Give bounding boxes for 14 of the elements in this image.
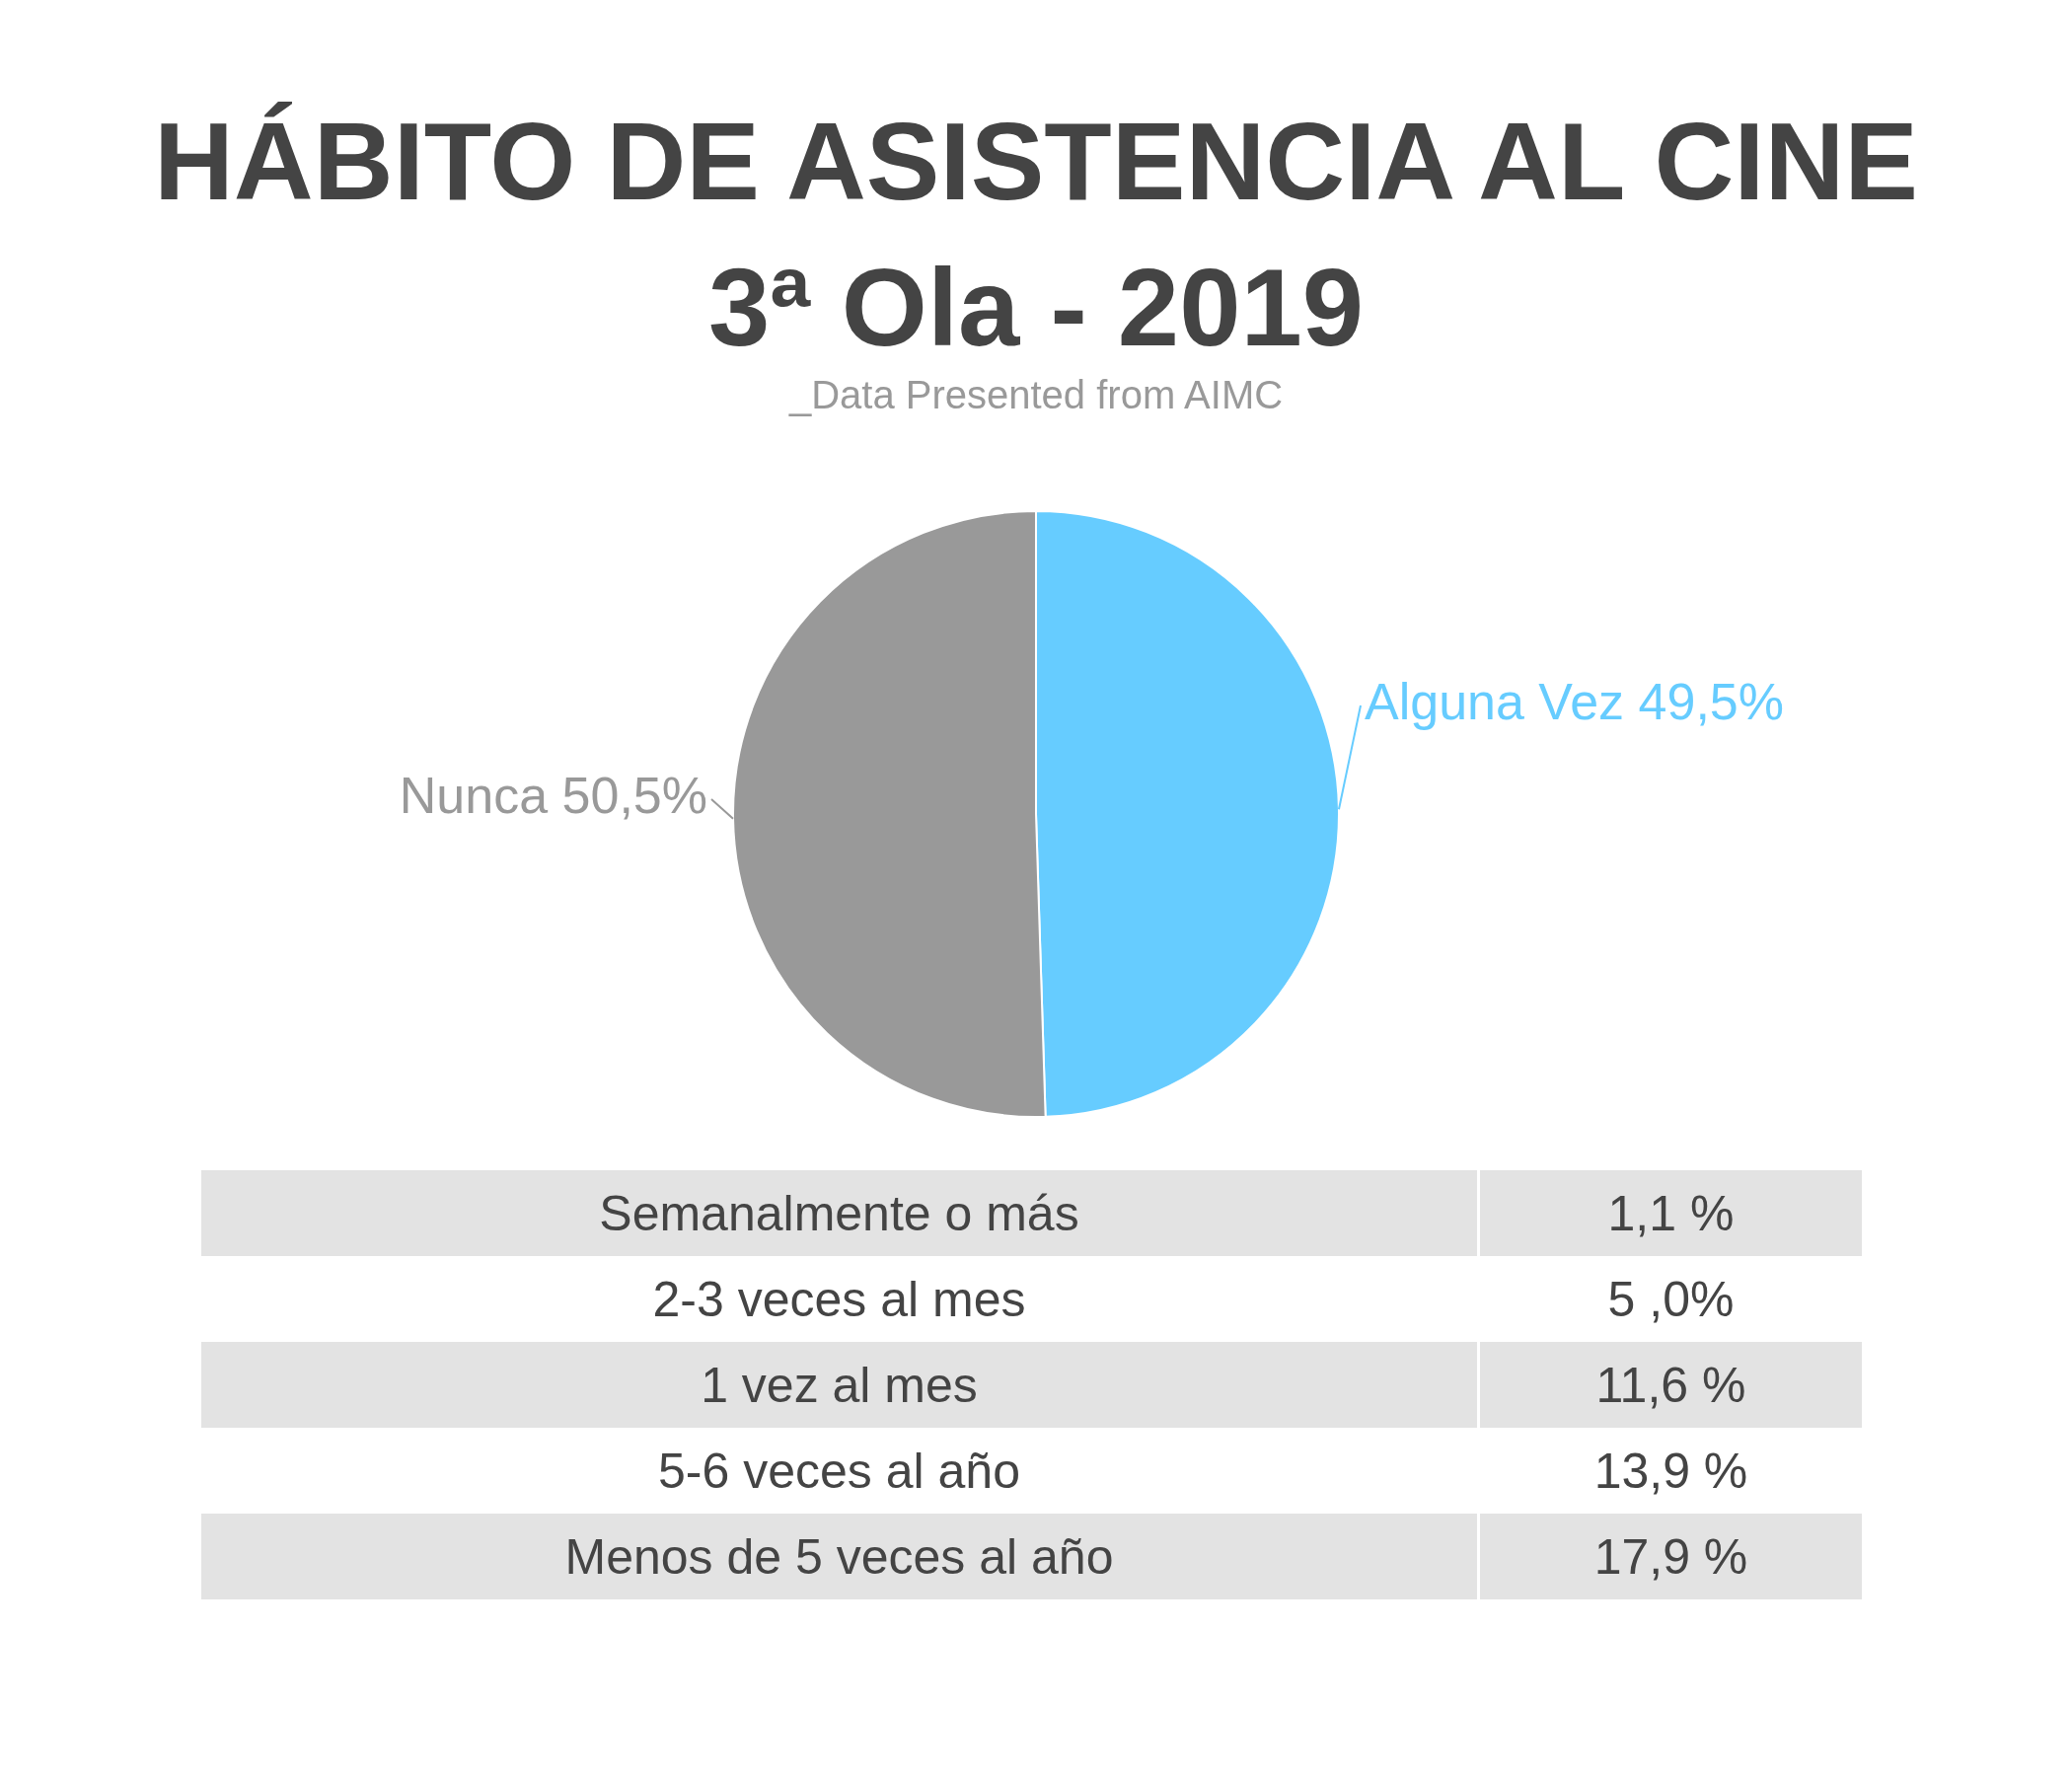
text: 17,9 %	[1593, 1528, 1748, 1585]
chart-subtitle: _Data Presented from AIMC	[787, 373, 1285, 417]
category-label: 5-6 veces al año	[201, 1428, 1479, 1514]
category-label: 2-3 veces al mes	[201, 1256, 1479, 1342]
slice-label: Nunca 50,5%	[399, 767, 707, 825]
text: 11,6 %	[1595, 1357, 1746, 1413]
text: 5 ,0%	[1607, 1271, 1735, 1327]
text: 13,9 %	[1593, 1443, 1748, 1499]
category-label: 1 vez al mes	[201, 1342, 1479, 1428]
text: 1,1 %	[1607, 1185, 1735, 1241]
slice-label: Alguna Vez 49,5%	[1365, 673, 1784, 731]
chart-title: HÁBITO DE ASISTENCIA AL CINE 3ª Ola - 2019	[153, 100, 1918, 369]
category-label: Semanalmente o más	[201, 1170, 1479, 1256]
category-label: Menos de 5 veces al año	[201, 1514, 1479, 1599]
